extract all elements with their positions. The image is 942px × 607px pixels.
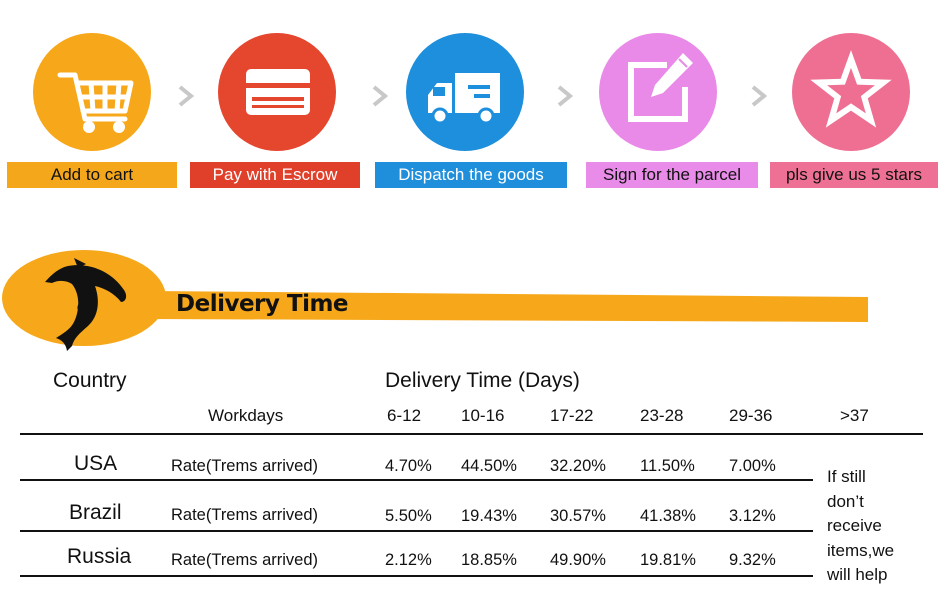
- step-dispatch-circle: [406, 33, 524, 151]
- rate-value: 32.20%: [550, 457, 606, 475]
- credit-card-icon: [246, 69, 310, 115]
- workdays-label: Workdays: [208, 406, 284, 425]
- rate-value: 41.38%: [640, 507, 696, 525]
- rate-value: 44.50%: [461, 457, 517, 475]
- dolphin-icon: [45, 258, 127, 351]
- delivery-time-title: Delivery Time: [176, 291, 349, 317]
- table-divider: [20, 575, 813, 577]
- country-name: Russia: [67, 545, 132, 568]
- range-label: >37: [840, 406, 869, 425]
- rate-value: 2.12%: [385, 551, 432, 569]
- country-name: USA: [74, 452, 118, 475]
- note-line: don’t: [827, 491, 864, 511]
- step-label-add-to-cart: Add to cart: [7, 162, 177, 188]
- rate-value: 30.57%: [550, 507, 606, 525]
- country-name: Brazil: [69, 501, 122, 524]
- table-divider: [20, 530, 813, 532]
- rate-value: 7.00%: [729, 457, 776, 475]
- table-divider: [20, 479, 813, 481]
- rate-value: 18.85%: [461, 551, 517, 569]
- rate-value: 19.43%: [461, 507, 517, 525]
- chevron-right-icon: [178, 85, 195, 107]
- step-pay-escrow-circle: [218, 33, 336, 151]
- step-sign-parcel-circle: [599, 33, 717, 151]
- range-label: 10-16: [461, 406, 505, 425]
- rate-value: 49.90%: [550, 551, 606, 569]
- star-icon: [810, 50, 892, 128]
- step-label-pay-escrow: Pay with Escrow: [190, 162, 360, 188]
- note-line: receive: [827, 516, 882, 535]
- note-line: items,we: [827, 540, 895, 560]
- cart-icon: [57, 72, 134, 133]
- range-label: 29-36: [729, 406, 773, 425]
- chevron-right-icon: [751, 85, 768, 107]
- rate-value: 5.50%: [385, 507, 432, 525]
- step-rate-circle: [792, 33, 910, 151]
- rate-value: 11.50%: [640, 457, 695, 475]
- chevron-right-icon: [557, 85, 574, 107]
- rate-label: Rate(Trems arrived): [171, 551, 318, 569]
- table-divider: [20, 433, 923, 435]
- country-header: Country: [53, 369, 127, 392]
- rate-label: Rate(Trems arrived): [171, 457, 318, 475]
- delivery-time-banner: [2, 250, 868, 351]
- truck-icon: [428, 73, 500, 125]
- step-add-to-cart-circle: [33, 33, 151, 151]
- step-label-dispatch: Dispatch the goods: [375, 162, 567, 188]
- range-label: 6-12: [387, 406, 422, 425]
- rate-label: Rate(Trems arrived): [171, 506, 318, 524]
- note-line: If still: [827, 467, 866, 486]
- note-line: will help: [827, 565, 888, 584]
- rate-value: 4.70%: [385, 457, 432, 475]
- range-label: 17-22: [550, 406, 594, 425]
- edit-icon: [628, 53, 693, 122]
- rate-value: 9.32%: [729, 551, 776, 569]
- chevron-right-icon: [372, 85, 389, 107]
- late-delivery-note: If still don’t receive items,we will hel…: [827, 465, 927, 588]
- range-label: 23-28: [640, 406, 684, 425]
- step-label-rate: pls give us 5 stars: [770, 162, 938, 188]
- delivery-time-header: Delivery Time (Days): [385, 369, 580, 392]
- rate-value: 19.81%: [640, 551, 696, 569]
- step-label-sign-parcel: Sign for the parcel: [586, 162, 758, 188]
- rate-value: 3.12%: [729, 507, 776, 525]
